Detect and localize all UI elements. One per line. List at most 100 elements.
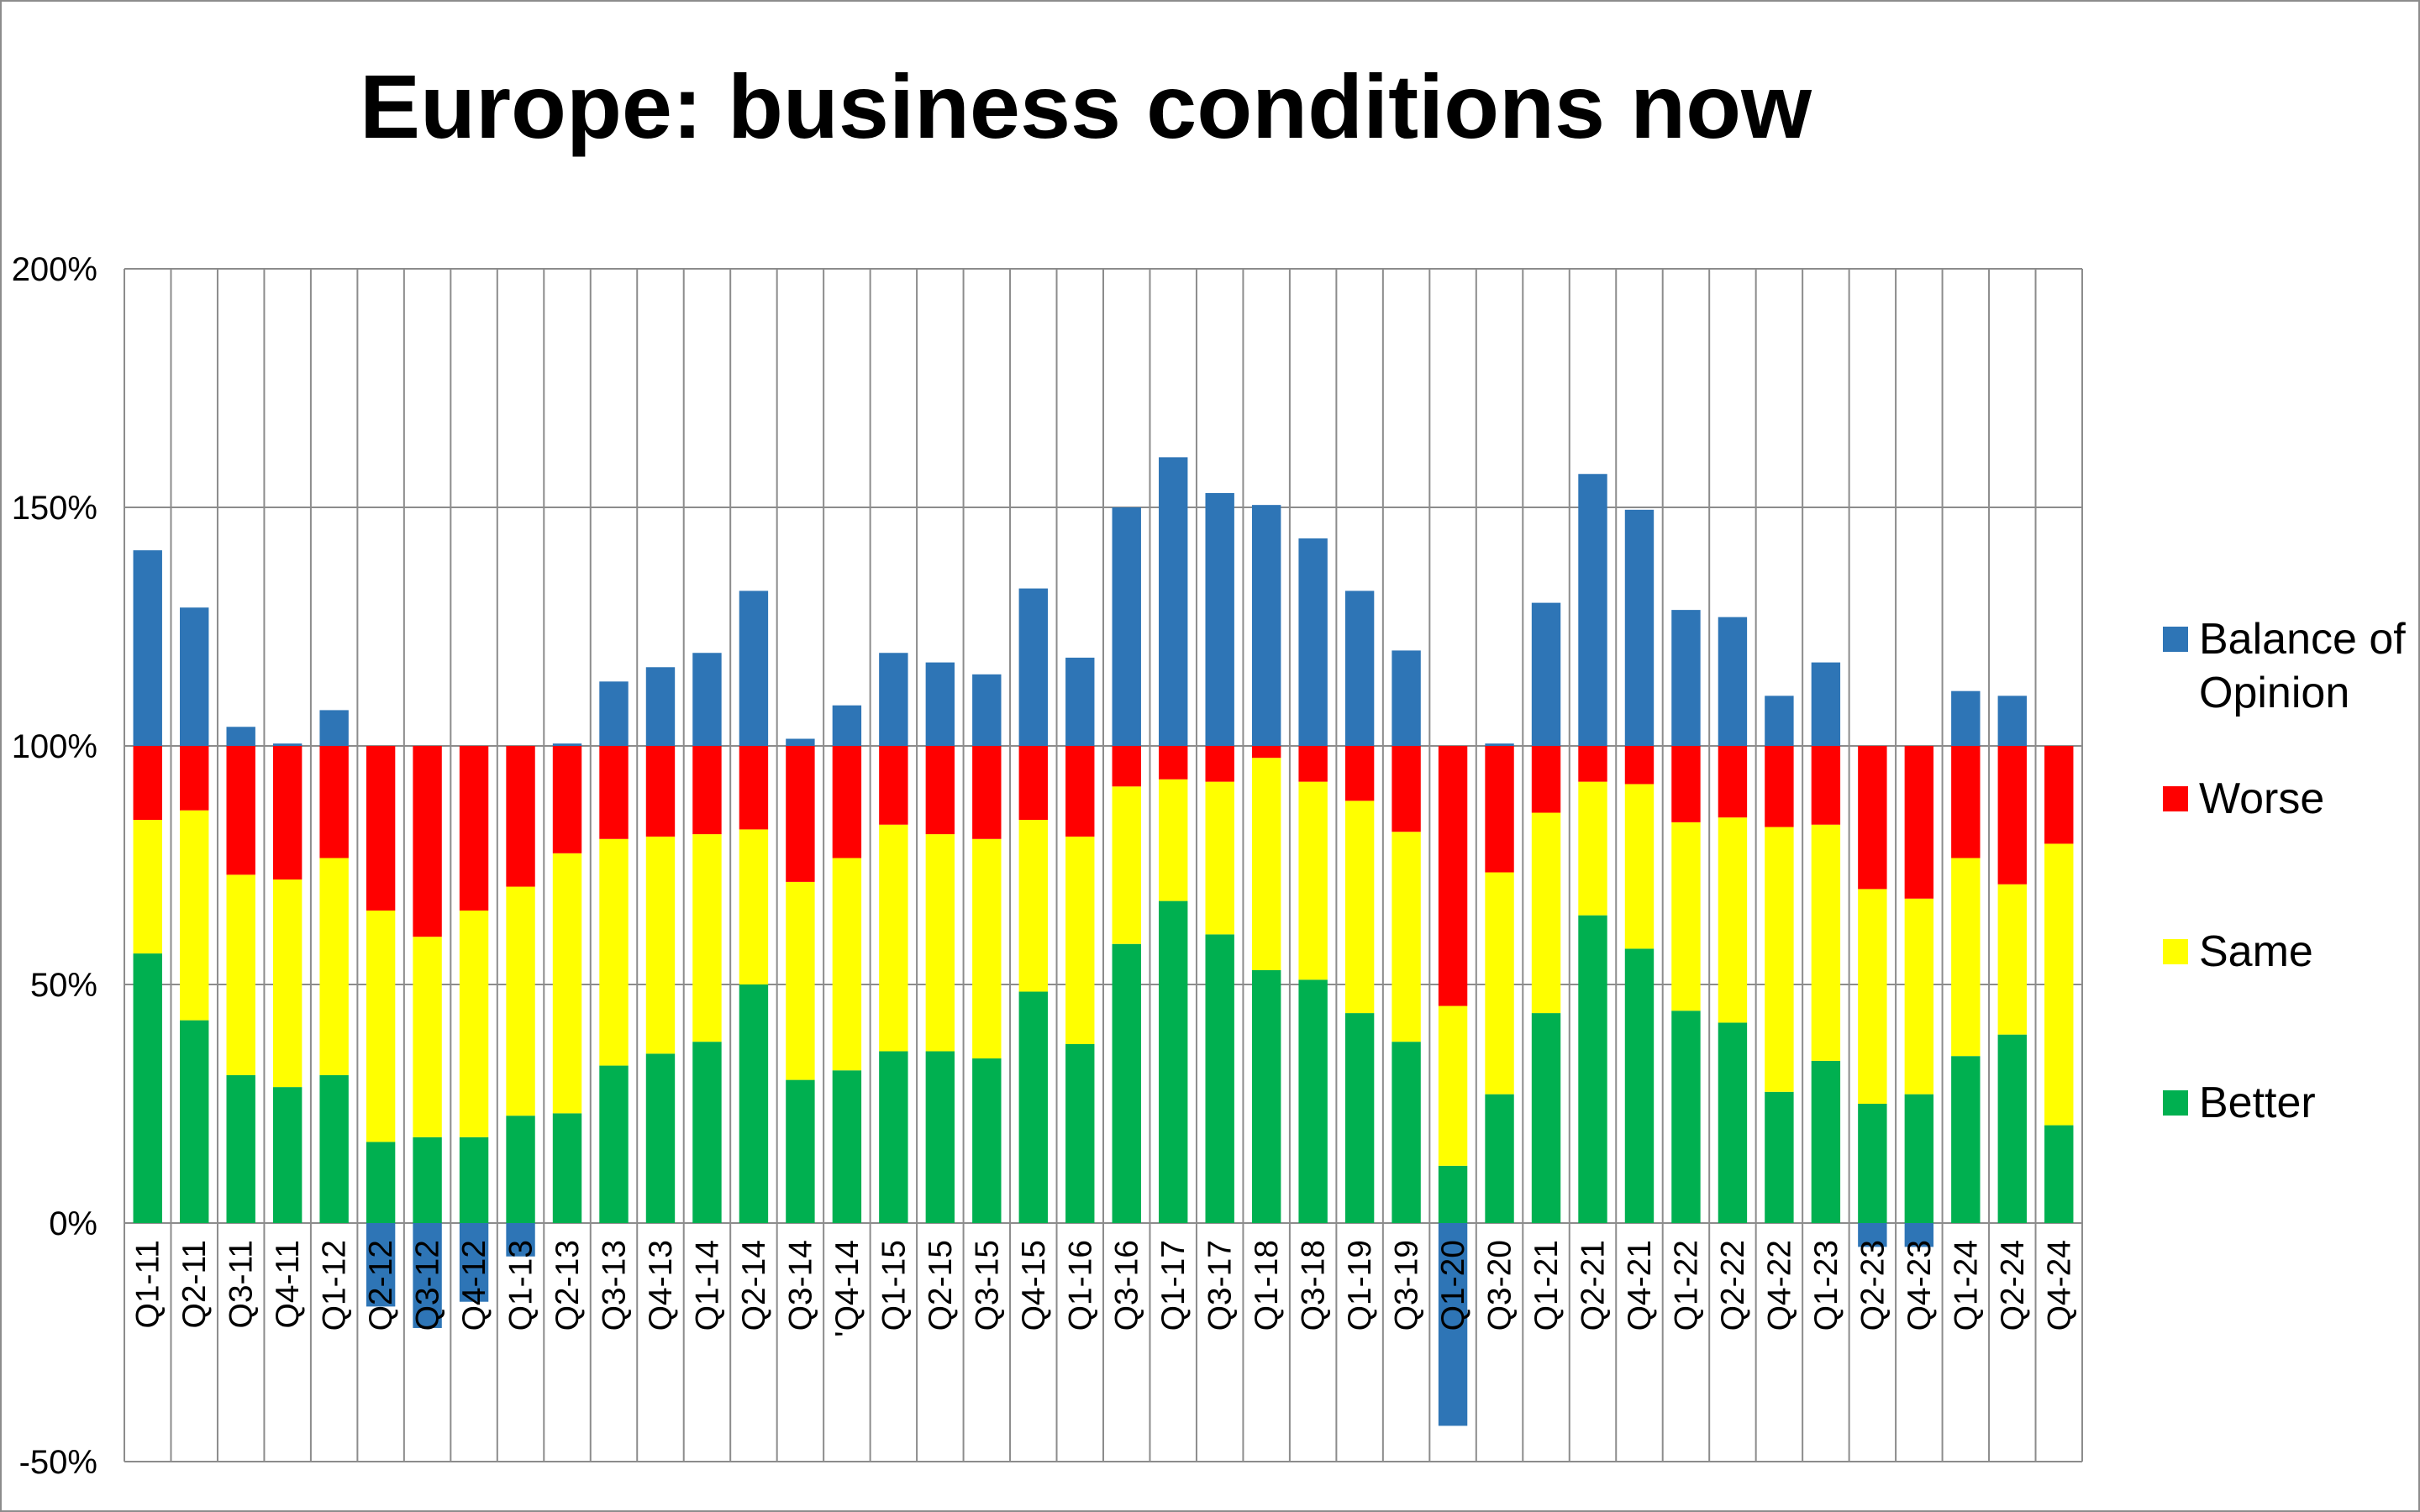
bar-better <box>1997 1034 2027 1223</box>
bar-balance-of-opinion <box>366 1223 396 1307</box>
bar-better <box>272 1087 302 1223</box>
x-tick-label: Q1-14 <box>689 1240 725 1331</box>
bar-better <box>645 1053 676 1223</box>
bar-balance-of-opinion <box>226 727 255 746</box>
x-tick-label: Q1-22 <box>1668 1240 1704 1331</box>
bar-same <box>692 834 722 1042</box>
bar-worse <box>1392 746 1421 832</box>
bar-same <box>1951 858 1981 1057</box>
x-tick-label: Q4-13 <box>643 1240 679 1331</box>
bar-worse <box>506 746 535 887</box>
bar-same <box>1531 812 1561 1014</box>
bar-balance-of-opinion <box>692 653 722 746</box>
bar-worse <box>879 746 908 825</box>
bar-better <box>506 1116 535 1223</box>
bar-same <box>1858 889 1887 1104</box>
bar-better <box>180 1020 209 1223</box>
bar-balance-of-opinion <box>972 674 1002 746</box>
bar-balance-of-opinion <box>1018 588 1048 746</box>
bar-better <box>133 953 162 1223</box>
bar-better <box>1951 1056 1981 1223</box>
legend-swatch <box>2163 1090 2188 1116</box>
x-tick-label: Q1-18 <box>1249 1240 1285 1331</box>
bar-better <box>1392 1042 1421 1223</box>
legend-swatch <box>2163 786 2188 811</box>
bar-worse <box>739 746 769 830</box>
bar-better <box>226 1074 255 1223</box>
x-tick-label: Q3-11 <box>224 1240 260 1329</box>
bar-worse <box>1578 746 1607 782</box>
x-tick-label: Q3-20 <box>1482 1240 1518 1331</box>
bar-balance-of-opinion <box>599 681 629 746</box>
bar-better <box>1904 1094 1934 1223</box>
x-tick-label: Q4-11 <box>270 1240 306 1329</box>
bar-same <box>1904 898 1934 1095</box>
x-tick-label: Q1-23 <box>1808 1240 1844 1331</box>
bar-same <box>1344 801 1375 1014</box>
y-tick-label: 100% <box>12 728 97 765</box>
bar-same <box>972 838 1002 1059</box>
bar-better <box>1344 1013 1375 1223</box>
x-tick-label: Q4-23 <box>1902 1240 1938 1331</box>
bar-worse <box>2044 746 2074 844</box>
bars <box>133 457 2074 1426</box>
legend: Balance of Opinion Worse Same Better <box>2163 615 2406 1127</box>
x-tick-label: Q3-16 <box>1109 1240 1145 1331</box>
bar-worse <box>552 746 582 853</box>
x-tick-label: Q2-13 <box>550 1240 586 1331</box>
grid-lines <box>124 268 2083 1462</box>
bar-better <box>925 1051 955 1223</box>
bar-same <box>832 858 862 1071</box>
bar-worse <box>459 746 489 911</box>
bar-balance-of-opinion <box>1251 505 1281 746</box>
bar-balance-of-opinion <box>1811 662 1841 746</box>
bar-worse <box>1531 746 1561 813</box>
bar-same <box>1018 820 1048 992</box>
bar-worse <box>1251 746 1281 759</box>
x-tick-label: Q3-15 <box>969 1240 1005 1331</box>
bar-worse <box>133 746 162 821</box>
legend-swatch <box>2163 627 2188 652</box>
bar-balance-of-opinion <box>1624 509 1655 746</box>
bar-balance-of-opinion <box>1298 538 1328 746</box>
bar-balance-of-opinion <box>272 743 302 746</box>
bar-same <box>1205 781 1234 935</box>
bar-balance-of-opinion <box>1997 696 2027 746</box>
bar-worse <box>1858 746 1887 890</box>
x-tick-label: 'Q4-14 <box>829 1240 865 1337</box>
bar-balance-of-opinion <box>506 1223 535 1257</box>
x-tick-label: Q3-13 <box>597 1240 633 1331</box>
x-tick-label: Q2-21 <box>1576 1240 1612 1331</box>
bar-better <box>1159 900 1188 1223</box>
bar-same <box>599 838 629 1066</box>
bar-better <box>1485 1094 1514 1223</box>
bar-balance-of-opinion <box>319 710 349 746</box>
bar-same <box>1997 884 2027 1035</box>
bar-balance-of-opinion <box>832 705 862 746</box>
bar-same <box>925 834 955 1052</box>
x-tick-label: Q1-21 <box>1528 1240 1565 1331</box>
x-tick-label: Q2-24 <box>1995 1240 2031 1331</box>
bar-better <box>552 1113 582 1223</box>
bar-better <box>1811 1060 1841 1223</box>
bar-worse <box>1671 746 1701 822</box>
bar-same <box>459 910 489 1137</box>
bar-balance-of-opinion <box>786 738 815 746</box>
x-tick-label: Q1-16 <box>1062 1240 1098 1331</box>
bar-same <box>879 824 908 1052</box>
bar-same <box>1112 786 1141 944</box>
bar-worse <box>692 746 722 835</box>
bar-balance-of-opinion <box>1951 690 1981 746</box>
bar-better <box>366 1142 396 1223</box>
bar-better <box>319 1074 349 1223</box>
bar-better <box>692 1042 722 1223</box>
bar-worse <box>925 746 955 835</box>
bar-better <box>972 1058 1002 1223</box>
bar-worse <box>786 746 815 882</box>
bar-worse <box>319 746 349 858</box>
legend-label: Balance of <box>2199 615 2406 664</box>
x-tick-label: Q4-24 <box>2041 1240 2077 1331</box>
x-tick-label: Q2-14 <box>736 1240 772 1331</box>
